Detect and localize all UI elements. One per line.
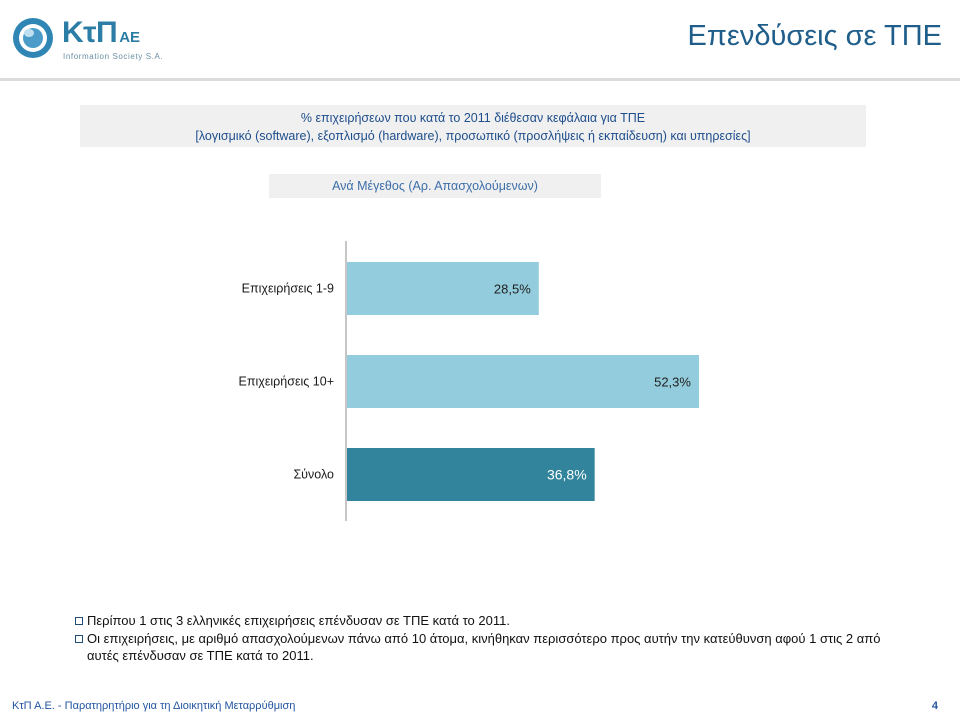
checkbox-bullet-icon [75,617,83,625]
note-item: Οι επιχειρήσεις, με αριθμό απασχολούμενω… [75,630,885,665]
category-label: Επιχειρήσεις 1-9 [242,282,334,296]
note-text: Οι επιχειρήσεις, με αριθμό απασχολούμενω… [87,630,881,664]
note-item: Περίπου 1 στις 3 ελληνικές επιχειρήσεις … [75,612,885,630]
page-number: 4 [931,700,938,712]
page-title: Επενδύσεις σε ΤΠΕ [687,20,942,52]
checkbox-bullet-icon [75,634,83,643]
bar [347,448,595,501]
footer-text: ΚτΠ Α.Ε. - Παρατηρητήριο για τη Διοικητι… [12,700,296,712]
chart-header-band: % επιχειρήσεων που κατά το 2011 διέθεσαν… [80,105,866,147]
bar [347,262,539,315]
notes-list: Περίπου 1 στις 3 ελληνικές επιχειρήσεις … [75,612,885,665]
bar [347,355,699,408]
category-label: Σύνολο [293,468,334,482]
ktp-logo-icon [13,18,53,58]
bar-chart: Επιχειρήσεις 1-9 28,5% Επιχειρήσεις 10+ 52,… [239,241,699,521]
value-label: 28,5% [494,282,531,297]
title-divider [0,78,960,81]
logo-tagline: Information Society S.A. [63,52,164,61]
category-label: Επιχειρήσεις 10+ [239,375,334,389]
note-text: Περίπου 1 στις 3 ελληνικές επιχειρήσεις … [87,613,510,628]
value-label: 52,3% [654,375,691,390]
value-label: 36,8% [547,467,587,483]
logo: ΚτΠ ΑΕ Information Society S.A. [10,14,164,66]
logo-brand: ΚτΠ ΑΕ [62,16,141,49]
header-line-2: [λογισμικό (software), εξοπλισμό (hardwa… [195,129,751,143]
header-line-1: % επιχειρήσεων που κατά το 2011 διέθεσαν… [300,111,646,125]
chart-subtitle: Ανά Μέγεθος (Αρ. Απασχολούμενων) [269,174,601,198]
logo-brand-suffix: ΑΕ [119,29,141,46]
